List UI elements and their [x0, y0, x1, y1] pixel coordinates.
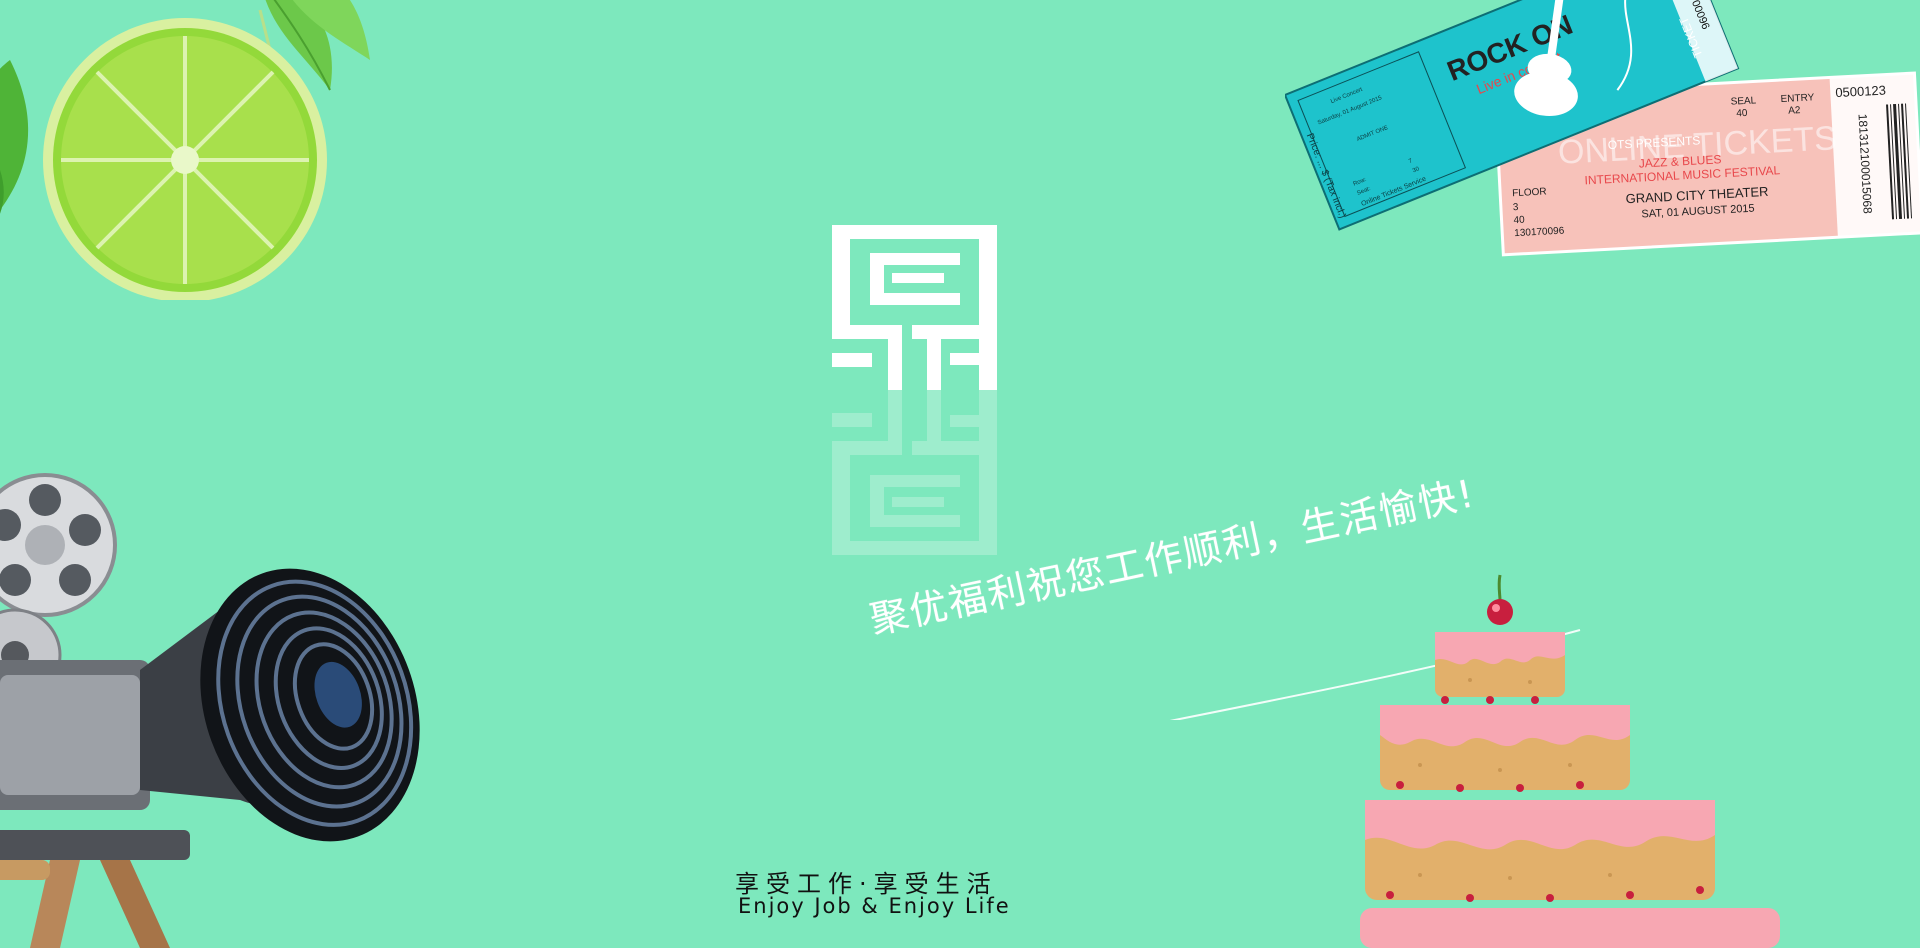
- ticket-pink-seal-value: 40: [1736, 108, 1748, 120]
- guitar-icon: [1514, 0, 1578, 117]
- lime-illustration: [0, 0, 370, 300]
- ticket-pink-entry-label: ENTRY: [1780, 92, 1815, 105]
- ticket-pink-floor-label: FLOOR: [1512, 186, 1547, 199]
- leaf-icon: [0, 170, 4, 214]
- film-reel-icon: [0, 473, 117, 617]
- barcode-icon: [1886, 103, 1913, 220]
- ticket-blue-seat-value: 30: [1412, 166, 1421, 174]
- logo-mark-icon: [832, 225, 997, 390]
- leaf-icon: [0, 60, 29, 210]
- ticket-pink-event1: JAZZ & BLUES: [1638, 152, 1721, 170]
- ticket-pink-row-value: 40: [1513, 215, 1525, 227]
- leaf-icon: [292, 0, 370, 60]
- film-projector-illustration: [0, 473, 420, 948]
- birthday-cake-illustration: [1360, 574, 1780, 948]
- ticket-pink-date: SAT, 01 AUGUST 2015: [1641, 203, 1755, 221]
- ticket-blue-seat-label: Seat:: [1356, 186, 1372, 197]
- ticket-blue: N 00096 TICKET ROCK ON Live in concert L…: [1285, 0, 1740, 231]
- ticket-blue-row-label: Row:: [1353, 177, 1368, 188]
- tagline-cn: 享受工作·享受生活: [735, 870, 998, 898]
- ticket-pink-barcode-number: 181312100015068: [1855, 113, 1874, 214]
- ticket-pink-number: 0500123: [1835, 83, 1886, 101]
- concert-tickets: 0500123 181312100015068 SEAL 40 ENTRY A2…: [1285, 0, 1920, 257]
- cherry-icon: [1487, 574, 1513, 625]
- ticket-blue-row-value: 7: [1408, 158, 1414, 165]
- logo-reflection: [832, 390, 997, 555]
- ticket-pink-entry-value: A2: [1788, 105, 1801, 117]
- ticket-pink-code: 130170096: [1514, 226, 1565, 240]
- ticket-pink-venue: GRAND CITY THEATER: [1625, 184, 1769, 206]
- ticket-pink-seal-label: SEAL: [1730, 95, 1757, 107]
- tagline-en: Enjoy Job & Enjoy Life: [738, 894, 1011, 918]
- ticket-pink-floor-value: 3: [1513, 202, 1520, 213]
- ticket-pink-presents: OTS PRESENTS: [1607, 133, 1700, 152]
